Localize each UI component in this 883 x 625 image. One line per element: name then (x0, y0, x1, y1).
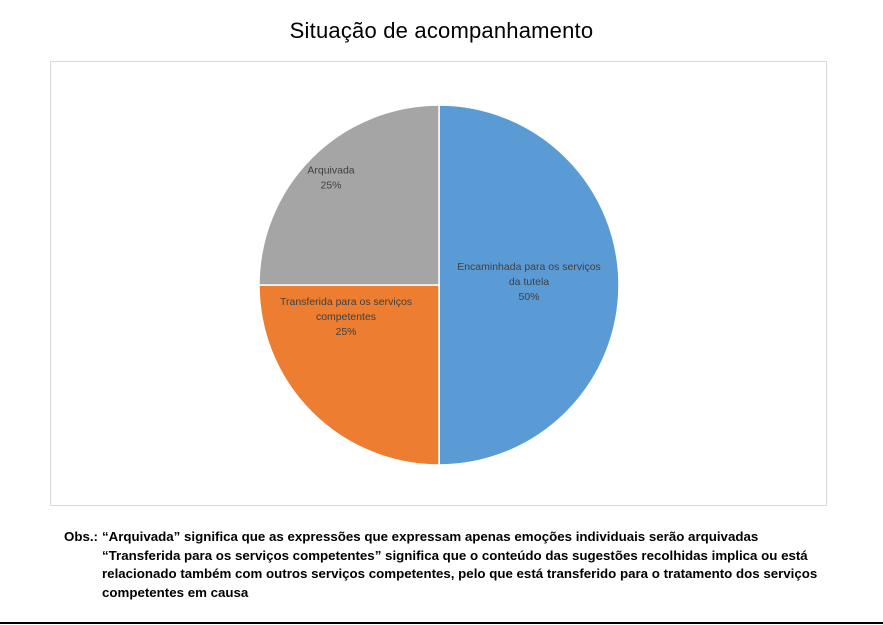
bottom-divider (0, 622, 883, 624)
page-title: Situação de acompanhamento (289, 18, 594, 43)
note-archived: “Arquivada” significa que as expressões … (102, 529, 759, 544)
note-transferred: “Transferida para os serviços competente… (102, 547, 818, 600)
slice-name-label-2: competentes (316, 311, 376, 323)
pie-slice-1 (438, 104, 620, 466)
slice-name-label-2: Transferida para os serviços (280, 296, 412, 308)
slice-percent-label-3: 25% (320, 180, 341, 192)
chart-area: Encaminhada para os serviços da tutela 50%… (50, 61, 827, 506)
slice-percent-label-2: 25% (335, 326, 356, 338)
slice-name-label-1: Encaminhada para os serviços (457, 261, 601, 273)
pie-slice-3 (258, 104, 440, 286)
notes: Obs.: “Arquivada” significa que as expre… (64, 528, 824, 602)
pie-chart: Encaminhada para os serviços da tutela 50%… (258, 104, 620, 466)
notes-prefix: Obs.: (64, 529, 98, 544)
slice-percent-label-1: 50% (518, 291, 539, 303)
slice-name-label-1: da tutela (509, 276, 549, 288)
pie-slice-2 (258, 284, 440, 466)
slice-name-label-3: Arquivada (307, 165, 354, 177)
